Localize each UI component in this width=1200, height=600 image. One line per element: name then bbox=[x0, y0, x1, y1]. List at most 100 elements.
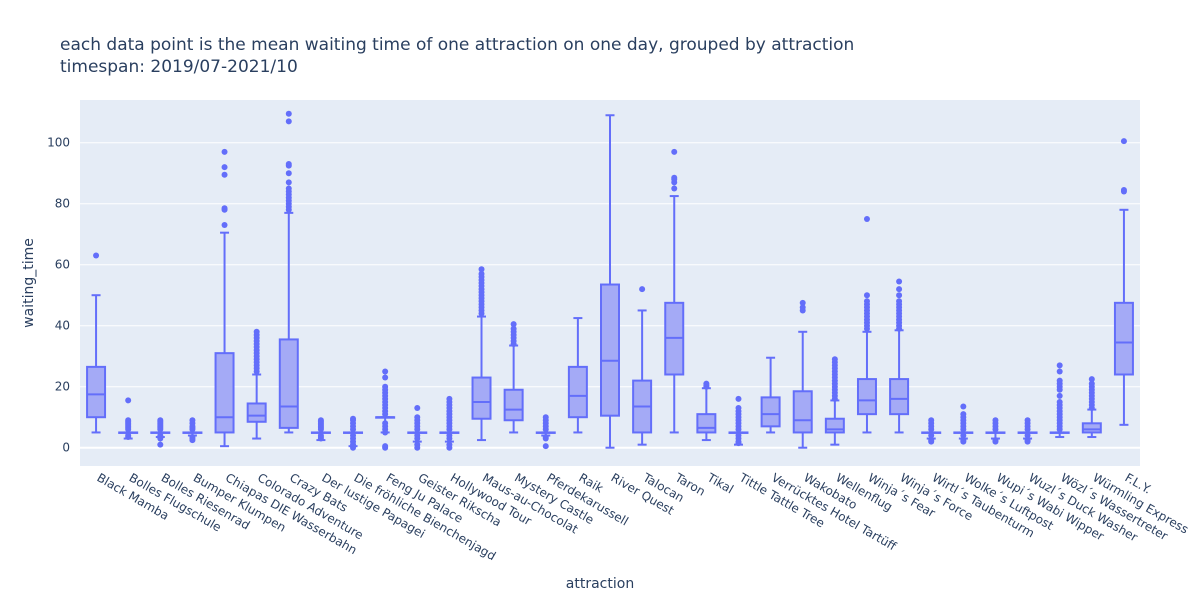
outlier-point bbox=[928, 417, 935, 424]
outlier-point bbox=[735, 432, 742, 439]
box bbox=[471, 266, 492, 442]
y-tick-labels: 0 20 40 60 80 100 bbox=[47, 136, 70, 455]
box-iqr bbox=[856, 378, 877, 416]
outlier-point bbox=[1024, 417, 1031, 424]
box-iqr bbox=[696, 413, 717, 434]
outlier-point bbox=[350, 415, 357, 422]
outlier-point bbox=[414, 414, 421, 421]
box bbox=[1049, 362, 1070, 439]
outlier-point bbox=[285, 110, 292, 117]
outlier-point bbox=[735, 405, 742, 412]
y-tick-label: 40 bbox=[55, 319, 70, 333]
outlier-point bbox=[510, 325, 517, 332]
box bbox=[1113, 138, 1134, 426]
box bbox=[792, 299, 813, 449]
outlier-point bbox=[221, 171, 228, 178]
chart-title-line-1: each data point is the mean waiting time… bbox=[60, 35, 855, 55]
box-iqr bbox=[1113, 301, 1134, 376]
box bbox=[985, 417, 1006, 445]
outlier-point bbox=[221, 205, 228, 212]
outlier-point bbox=[382, 443, 389, 450]
outlier-point bbox=[478, 270, 485, 277]
outlier-point bbox=[863, 298, 870, 305]
outlier-point bbox=[735, 395, 742, 402]
outlier-point bbox=[382, 374, 389, 381]
box bbox=[214, 148, 235, 448]
outlier-point bbox=[992, 417, 999, 424]
y-tick-label: 0 bbox=[62, 441, 70, 455]
outlier-point bbox=[285, 185, 292, 192]
outlier-point bbox=[1056, 398, 1063, 405]
outlier-point bbox=[1120, 138, 1127, 145]
outlier-point bbox=[189, 417, 196, 424]
box bbox=[728, 395, 749, 447]
box bbox=[182, 417, 203, 444]
outlier-point bbox=[446, 441, 453, 448]
y-tick-label: 80 bbox=[55, 197, 70, 211]
box bbox=[278, 110, 299, 434]
outlier-point bbox=[189, 434, 196, 441]
box bbox=[439, 395, 460, 451]
box-iqr bbox=[86, 365, 107, 419]
box-iqr bbox=[760, 396, 781, 428]
box bbox=[310, 417, 331, 442]
outlier-point bbox=[285, 179, 292, 186]
outlier-point bbox=[1024, 437, 1031, 444]
outlier-point bbox=[928, 437, 935, 444]
outlier-point bbox=[510, 321, 517, 328]
chart-title-line-2: timespan: 2019/07-2021/10 bbox=[60, 57, 298, 77]
box bbox=[150, 417, 171, 448]
outlier-point bbox=[896, 292, 903, 299]
box bbox=[535, 414, 556, 450]
outlier-point bbox=[799, 304, 806, 311]
y-tick-label: 60 bbox=[55, 258, 70, 272]
outlier-point bbox=[414, 405, 421, 412]
outlier-point bbox=[863, 292, 870, 299]
box bbox=[921, 417, 942, 445]
outlier-point bbox=[960, 403, 967, 410]
outlier-point bbox=[317, 417, 324, 424]
outlier-point bbox=[992, 437, 999, 444]
outlier-point bbox=[1056, 392, 1063, 399]
box bbox=[600, 114, 620, 449]
outlier-point bbox=[1120, 186, 1127, 193]
outlier-point bbox=[285, 170, 292, 177]
outlier-point bbox=[1056, 368, 1063, 375]
box bbox=[632, 286, 653, 446]
outlier-point bbox=[382, 368, 389, 375]
outlier-point bbox=[446, 432, 453, 439]
outlier-point bbox=[382, 420, 389, 427]
box-iqr bbox=[278, 338, 299, 429]
outlier-point bbox=[1088, 380, 1095, 387]
box-iqr bbox=[214, 352, 235, 434]
outlier-point bbox=[253, 328, 260, 335]
box bbox=[343, 415, 364, 451]
outlier-point bbox=[350, 432, 357, 439]
outlier-point bbox=[317, 432, 324, 439]
box bbox=[1017, 417, 1038, 445]
box bbox=[696, 380, 717, 442]
outlier-point bbox=[1056, 362, 1063, 369]
box bbox=[375, 368, 396, 451]
outlier-point bbox=[157, 417, 164, 424]
box bbox=[118, 397, 139, 441]
box bbox=[246, 328, 267, 440]
outlier-point bbox=[896, 298, 903, 305]
outlier-point bbox=[639, 286, 646, 293]
outlier-point bbox=[896, 278, 903, 285]
x-axis-title: attraction bbox=[566, 576, 634, 592]
outlier-point bbox=[799, 299, 806, 306]
outlier-point bbox=[285, 118, 292, 125]
outlier-point bbox=[478, 266, 485, 273]
box bbox=[567, 317, 588, 434]
outlier-point bbox=[93, 252, 100, 259]
outlier-point bbox=[221, 222, 228, 229]
box bbox=[664, 148, 685, 434]
outlier-point bbox=[960, 411, 967, 418]
outlier-point bbox=[285, 161, 292, 168]
outlier-point bbox=[542, 434, 549, 441]
outlier-point bbox=[125, 432, 132, 439]
outlier-point bbox=[671, 185, 678, 192]
